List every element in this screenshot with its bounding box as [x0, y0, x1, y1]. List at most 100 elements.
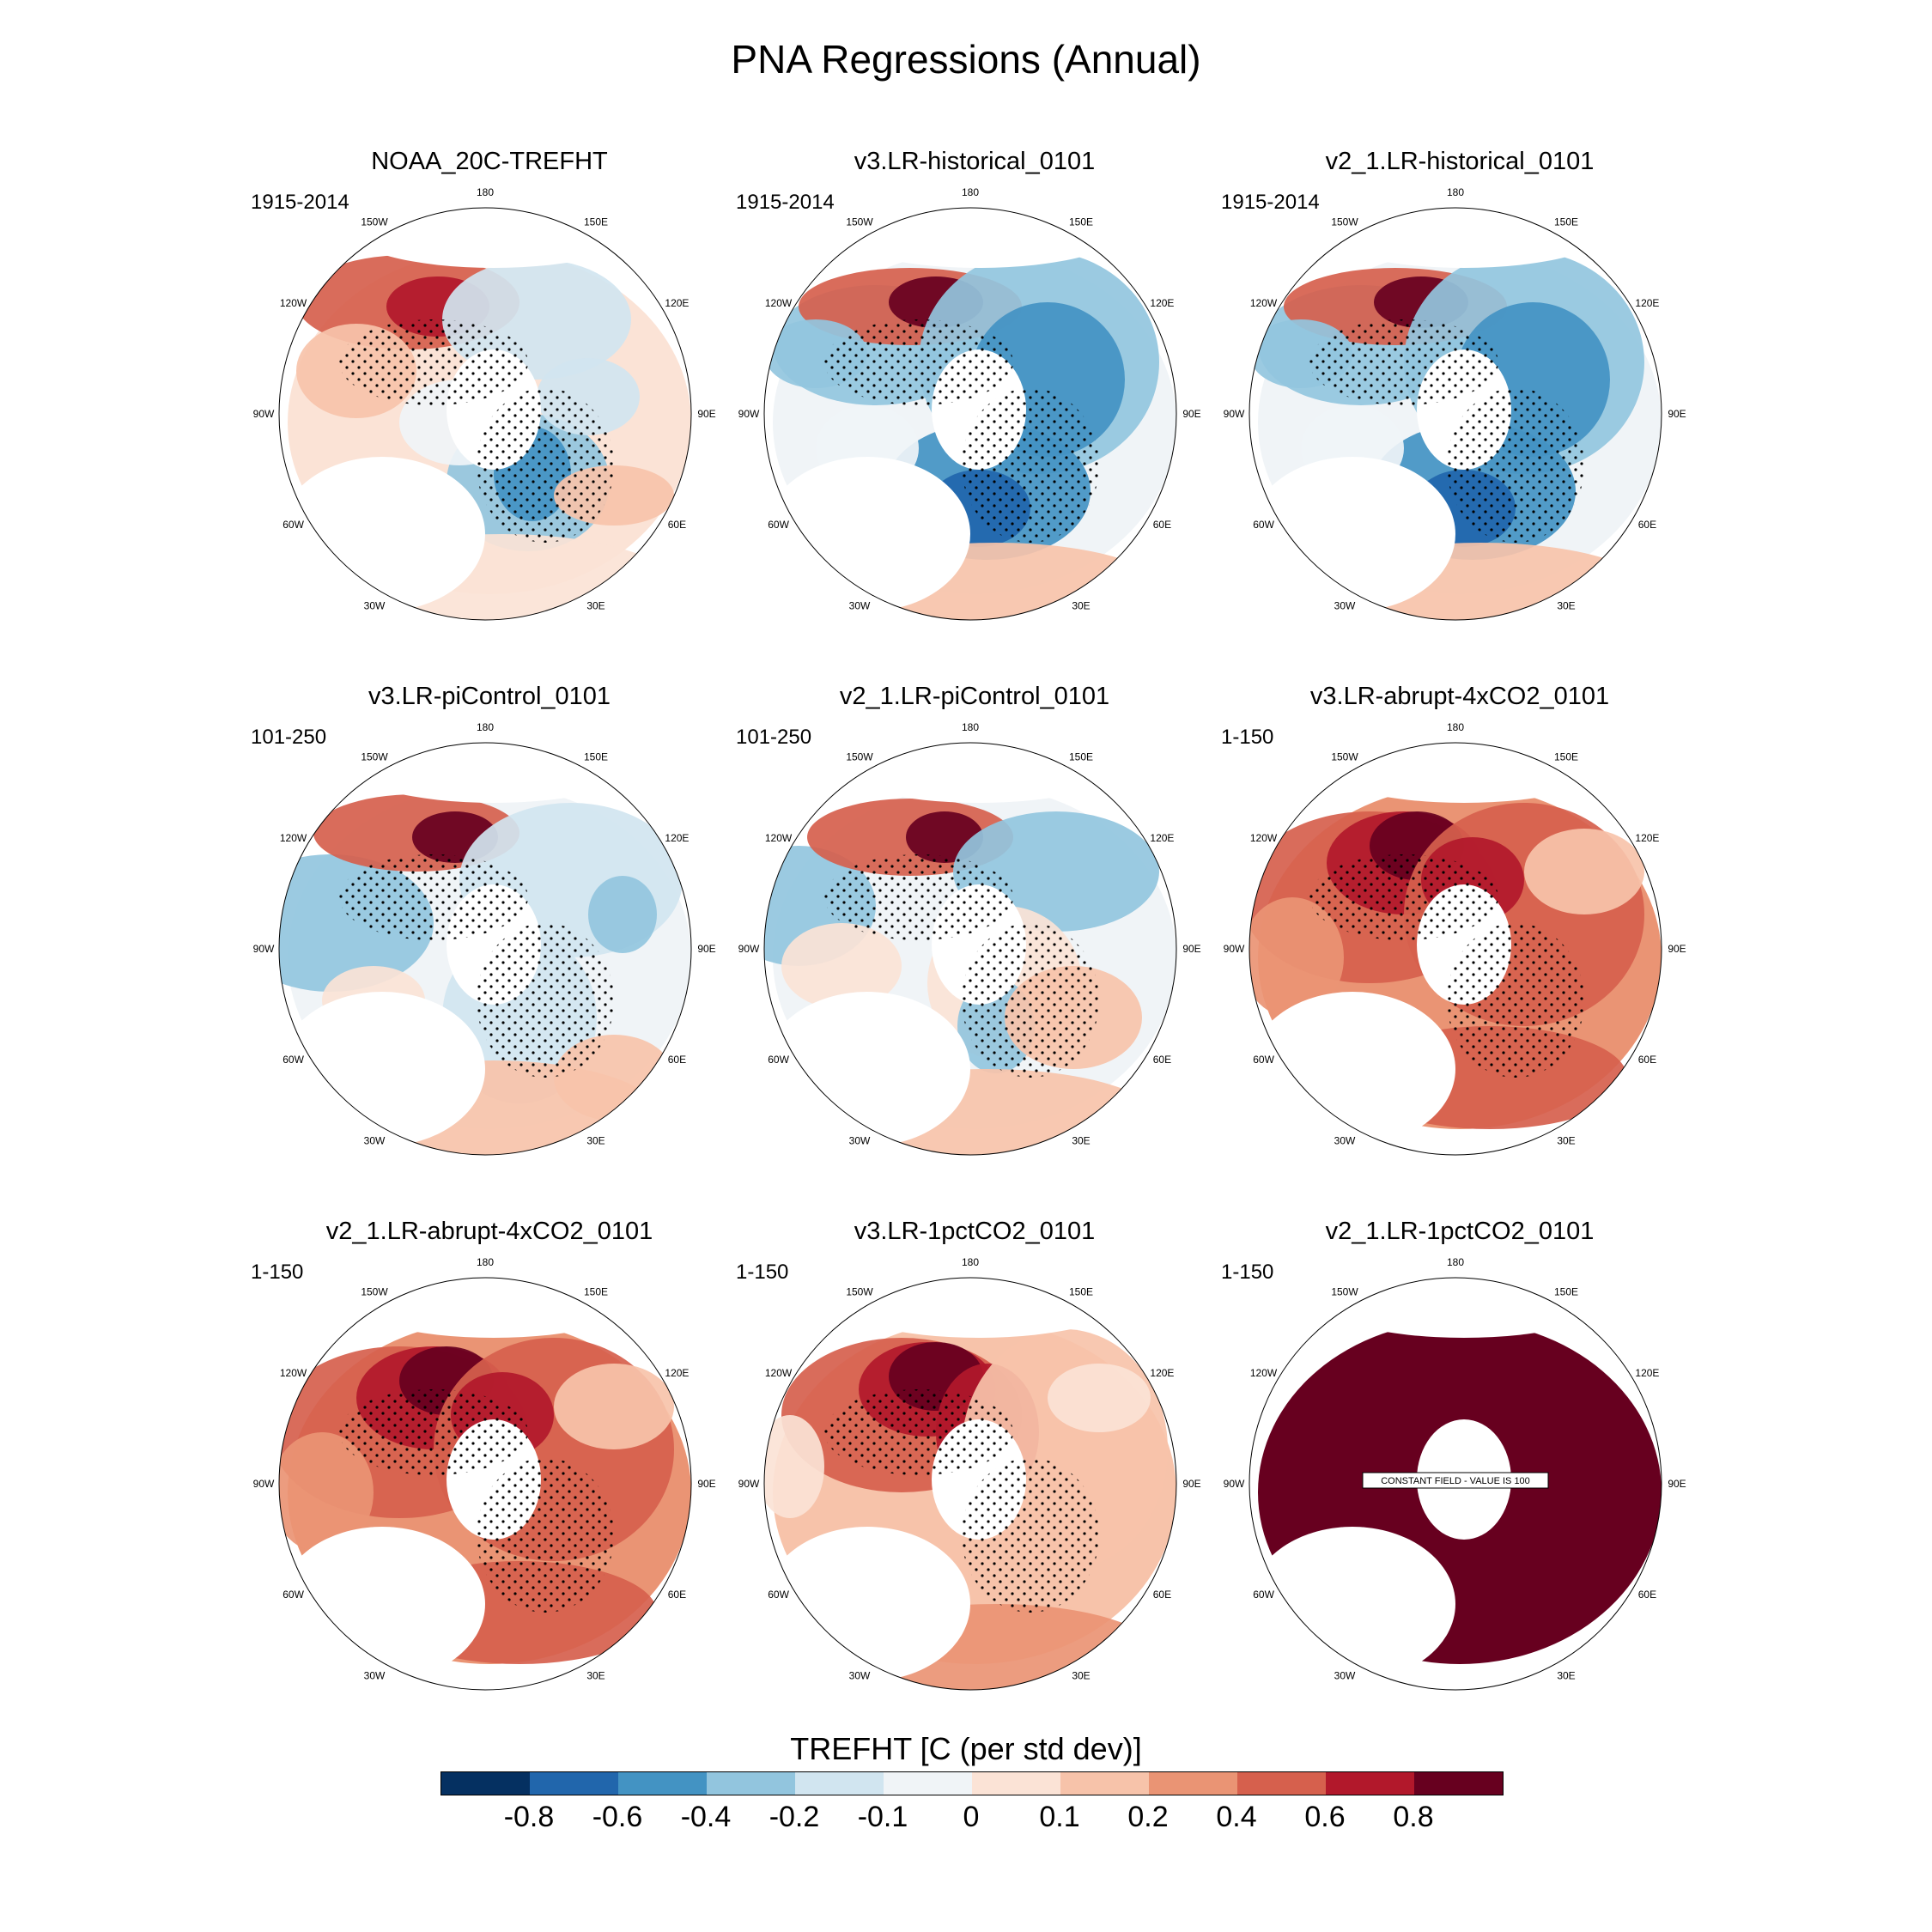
field-region — [279, 1432, 374, 1552]
colorbar-swatch — [707, 1772, 795, 1795]
figure-title: PNA Regressions (Annual) — [731, 37, 1201, 82]
map-boundary — [278, 742, 692, 1156]
colorbar-swatch — [1149, 1772, 1237, 1795]
longitude-label: 90W — [738, 408, 760, 420]
colorbar-tick-label: -0.4 — [680, 1801, 732, 1833]
longitude-label: 60W — [768, 1054, 789, 1066]
longitude-label: 180 — [1447, 1256, 1464, 1268]
pacific-ocean — [833, 208, 1125, 268]
atlantic-ocean — [279, 1527, 485, 1681]
colorbar-tick-label: -0.1 — [857, 1801, 908, 1833]
longitude-label: 150W — [846, 751, 873, 763]
longitude-label: 30W — [849, 1134, 871, 1146]
longitude-label: 90W — [253, 408, 275, 420]
longitude-label: 60W — [1253, 1589, 1274, 1601]
longitude-label: 90W — [253, 943, 275, 955]
longitude-label: 150W — [1331, 216, 1358, 228]
panel-period: 1-150 — [251, 1261, 304, 1284]
longitude-label: 60E — [668, 1589, 686, 1601]
longitude-label: 120E — [1635, 1367, 1659, 1379]
map-panel: v3.LR-abrupt-4xCO2_0101 1-150 180 150E 120E 9… — [1194, 683, 1726, 1163]
longitude-label: 90W — [738, 1478, 760, 1490]
map-panel: NOAA_20C-TREFHT 1915-2014 180 150E 120E 90E 60… — [223, 148, 756, 629]
significance-stippling — [962, 923, 1099, 1078]
longitude-label: 150E — [1069, 1286, 1093, 1298]
pacific-ocean — [348, 1278, 640, 1338]
polar-map: 180150E120E90E60E30E030W60W90W120W150WCO… — [1224, 1256, 1686, 1691]
panel-period: 1-150 — [1221, 1261, 1274, 1284]
constant-field-note: CONSTANT FIELD - VALUE IS 100 — [1381, 1476, 1530, 1486]
atlantic-ocean — [1249, 1527, 1455, 1681]
atlantic-ocean — [764, 992, 970, 1146]
colorbar-swatch — [1237, 1772, 1326, 1795]
longitude-label: 60E — [1153, 1589, 1171, 1601]
field-region — [1249, 897, 1344, 1018]
map-panel: v2_1.LR-piControl_0101 101-250 180 150E 120E… — [708, 683, 1241, 1163]
colorbar-swatch — [884, 1772, 972, 1795]
pacific-ocean — [348, 208, 640, 268]
significance-stippling — [1309, 319, 1498, 405]
longitude-label: 150E — [1069, 751, 1093, 763]
panel-title: NOAA_20C-TREFHT — [371, 148, 608, 175]
longitude-label: 150E — [584, 1286, 608, 1298]
panel-title: v2_1.LR-historical_0101 — [1325, 148, 1595, 175]
longitude-label: 120W — [765, 297, 793, 309]
longitude-label: 90E — [697, 943, 715, 955]
longitude-label: 180 — [962, 186, 979, 198]
field-region — [1524, 829, 1644, 914]
panel-period: 1915-2014 — [251, 191, 349, 214]
longitude-label: 30W — [849, 599, 871, 611]
longitude-label: 90E — [697, 408, 715, 420]
longitude-label: 30W — [849, 1669, 871, 1681]
longitude-label: 30E — [1557, 599, 1575, 611]
colorbar-tick-label: 0 — [963, 1801, 980, 1833]
significance-stippling — [824, 1389, 1013, 1475]
longitude-label: 120E — [665, 297, 689, 309]
pacific-ocean — [1318, 743, 1610, 803]
longitude-label: 90E — [1182, 1478, 1200, 1490]
colorbar-tick-label: 0.1 — [1039, 1801, 1080, 1833]
longitude-label: 30W — [364, 1669, 386, 1681]
longitude-label: 60E — [668, 1054, 686, 1066]
map-panel: v2_1.LR-abrupt-4xCO2_0101 1-150 180 150E 120… — [223, 1218, 756, 1698]
panel-period: 1-150 — [736, 1261, 789, 1284]
longitude-label: 30W — [1334, 1669, 1356, 1681]
polar-map: 180150E120E90E60E30E030W60W90W120W150W — [738, 186, 1201, 621]
colorbar-tick-label: 0.8 — [1393, 1801, 1434, 1833]
polar-map: 180150E120E90E60E30E030W60W90W120W150W — [1224, 186, 1686, 621]
colorbar-swatch — [441, 1772, 530, 1795]
significance-stippling — [339, 319, 528, 405]
longitude-label: 30E — [586, 1669, 605, 1681]
longitude-label: 30W — [1334, 1134, 1356, 1146]
field-region — [588, 876, 657, 953]
longitude-label: 30E — [1072, 1669, 1090, 1681]
longitude-label: 60E — [668, 519, 686, 531]
significance-stippling — [824, 854, 1013, 940]
atlantic-ocean — [764, 457, 970, 611]
colorbar-swatch — [1326, 1772, 1414, 1795]
longitude-label: 180 — [477, 721, 494, 733]
longitude-label: 150W — [846, 1286, 873, 1298]
map-boundary — [278, 207, 692, 621]
longitude-label: 120W — [765, 1367, 793, 1379]
panel-period: 101-250 — [251, 726, 327, 749]
longitude-label: 120E — [665, 1367, 689, 1379]
map-boundary — [1249, 207, 1662, 621]
significance-stippling — [962, 388, 1099, 543]
longitude-label: 120E — [1150, 832, 1174, 844]
panel-period: 101-250 — [736, 726, 812, 749]
longitude-label: 180 — [962, 721, 979, 733]
atlantic-ocean — [279, 457, 485, 611]
longitude-label: 120W — [280, 832, 307, 844]
longitude-label: 60E — [1153, 1054, 1171, 1066]
map-boundary — [763, 207, 1177, 621]
longitude-label: 30W — [1334, 599, 1356, 611]
panel-period: 1915-2014 — [736, 191, 835, 214]
colorbar-tick-label: 0.4 — [1216, 1801, 1257, 1833]
map-boundary — [278, 1277, 692, 1691]
longitude-label: 60W — [768, 519, 789, 531]
panel-period: 1915-2014 — [1221, 191, 1320, 214]
longitude-label: 30E — [1072, 1134, 1090, 1146]
longitude-label: 30E — [1072, 599, 1090, 611]
polar-map: 180150E120E90E60E30E030W60W90W120W150W — [1224, 721, 1686, 1156]
